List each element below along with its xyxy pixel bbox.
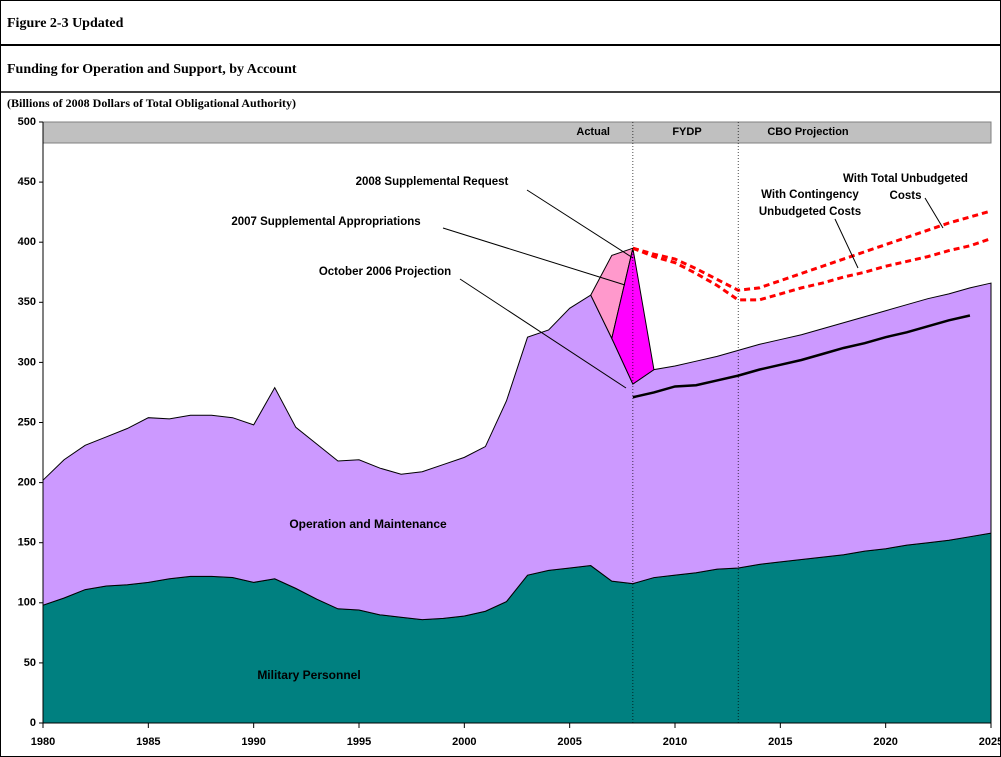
x-tick-label: 1980	[31, 736, 55, 748]
x-tick-label: 2000	[452, 736, 476, 748]
y-tick-label: 200	[18, 477, 36, 489]
annotation: 2007 Supplemental Appropriations	[231, 216, 420, 228]
y-tick-label: 350	[18, 296, 36, 308]
x-tick-label: 2005	[557, 736, 581, 748]
dashed-line	[632, 237, 992, 302]
annotation: 2008 Supplemental Request	[356, 176, 509, 188]
x-tick-label: 1995	[347, 736, 371, 748]
chart-title: Funding for Operation and Support, by Ac…	[7, 62, 297, 77]
period-band	[42, 121, 992, 144]
series-label: Military Personnel	[257, 668, 360, 682]
y-tick-label: 250	[18, 416, 36, 428]
y-tick-label: 300	[18, 356, 36, 368]
chart-subtitle: (Billions of 2008 Dollars of Total Oblig…	[7, 96, 296, 110]
leader-line	[459, 278, 627, 389]
leader-line	[924, 197, 944, 229]
y-tick-label: 150	[18, 537, 36, 549]
y-tick-label: 100	[18, 597, 36, 609]
y-tick-label: 400	[18, 236, 36, 248]
period-label: Actual	[576, 126, 610, 138]
leader-line	[834, 218, 859, 269]
figure-label: Figure 2-3 Updated	[7, 16, 124, 31]
x-tick-label: 1990	[241, 736, 265, 748]
y-tick-label: 450	[18, 176, 36, 188]
annotation: October 2006 Projection	[319, 266, 451, 278]
x-tick-label: 2020	[873, 736, 897, 748]
x-tick-label: 2010	[663, 736, 687, 748]
leader-line	[442, 227, 626, 286]
x-tick-label: 2015	[768, 736, 792, 748]
plot	[42, 247, 992, 724]
dashed-line	[632, 209, 992, 292]
supplemental-area	[611, 248, 655, 385]
annotation: With Contingency Unbudgeted Costs	[758, 189, 862, 218]
period-label: CBO Projection	[767, 126, 849, 138]
y-tick-label: 500	[18, 116, 36, 128]
y-tick-label: 50	[24, 657, 36, 669]
area	[42, 282, 992, 621]
period-label: FYDP	[672, 126, 701, 138]
series-label: Operation and Maintenance	[289, 517, 447, 531]
y-tick-label: 0	[30, 717, 36, 729]
x-tick-label: 1985	[136, 736, 160, 748]
overlay: 0 50 100 150 200 250 300 350 400 450 500 1980 1985 19…	[18, 116, 1001, 748]
x-tick-label: 2025	[979, 736, 1001, 748]
annotation: With Total Unbudgeted Costs	[843, 173, 968, 202]
line	[632, 314, 971, 399]
leader-line	[526, 189, 634, 259]
